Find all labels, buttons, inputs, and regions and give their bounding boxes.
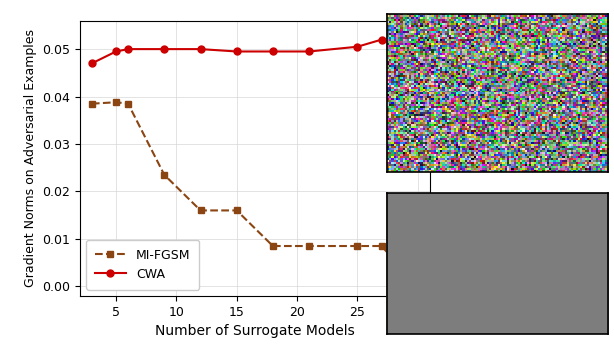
CWA: [233, 50, 241, 54]
CWA: [88, 61, 96, 65]
CWA: [269, 50, 276, 54]
MI-FGSM: [88, 101, 96, 106]
MI-FGSM: [269, 244, 276, 248]
MI-FGSM: [112, 100, 120, 104]
MI-FGSM: [125, 101, 132, 106]
MI-FGSM: [161, 173, 168, 177]
Line: MI-FGSM: MI-FGSM: [88, 99, 421, 290]
MI-FGSM: [305, 244, 313, 248]
CWA: [112, 50, 120, 54]
CWA: [354, 45, 361, 49]
Line: CWA: CWA: [88, 36, 421, 67]
CWA: [197, 47, 204, 51]
CWA: [414, 50, 421, 54]
Legend: MI-FGSM, CWA: MI-FGSM, CWA: [86, 240, 200, 290]
CWA: [161, 47, 168, 51]
CWA: [125, 47, 132, 51]
CWA: [378, 37, 385, 42]
MI-FGSM: [354, 244, 361, 248]
Y-axis label: Gradient Norms on Adversarial Examples: Gradient Norms on Adversarial Examples: [23, 29, 37, 287]
MI-FGSM: [414, 284, 421, 288]
X-axis label: Number of Surrogate Models: Number of Surrogate Models: [155, 324, 355, 338]
MI-FGSM: [233, 208, 241, 213]
MI-FGSM: [197, 208, 204, 213]
MI-FGSM: [378, 244, 385, 248]
CWA: [305, 50, 313, 54]
